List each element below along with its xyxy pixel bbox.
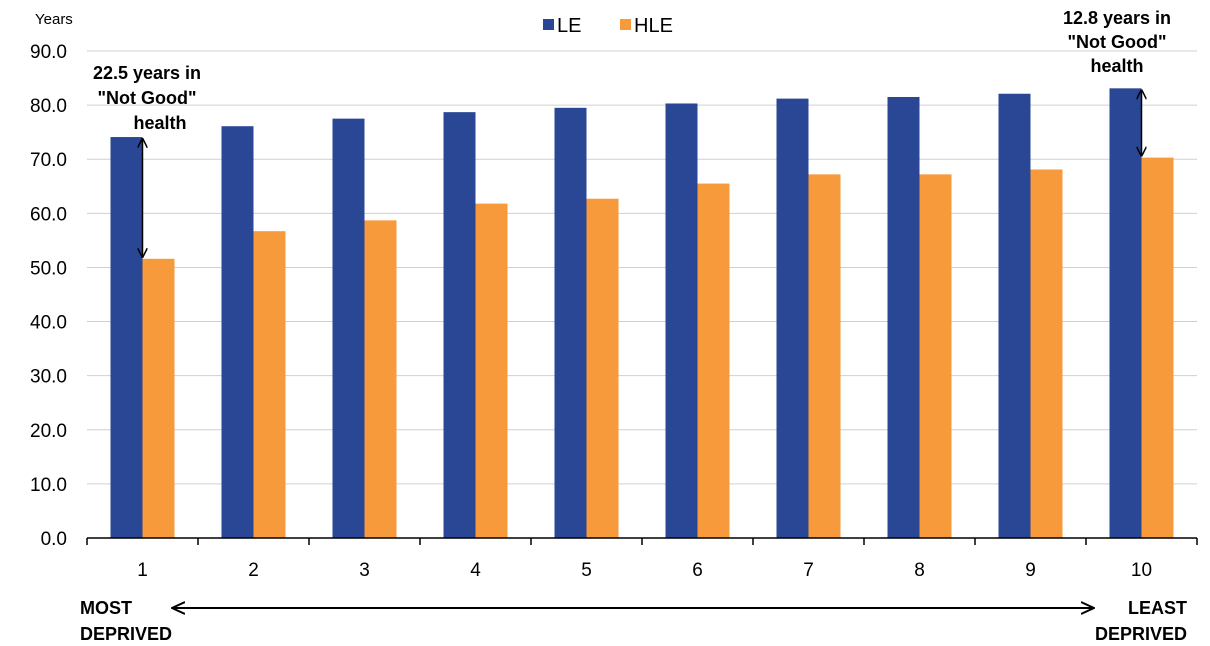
annotation-left-line-3: health [133,113,186,133]
y-tick-label: 0.0 [41,529,67,550]
bar-hle-6 [697,183,730,539]
y-tick-label: 30.0 [30,367,67,388]
y-axis-label: Years [35,11,73,28]
legend-label-le: LE [557,15,581,37]
annotation-right-line-1: 12.8 years in [1063,8,1171,28]
deprivation-scale: MOST DEPRIVED LEAST DEPRIVED [80,598,1187,644]
y-axis: 0.0 10.0 20.0 30.0 40.0 50.0 60.0 70.0 80.0 90.0 [30,42,67,550]
most-deprived-line-2: DEPRIVED [80,624,172,644]
least-deprived-line-1: LEAST [1128,598,1187,618]
annotation-right: 12.8 years in "Not Good" health [1063,8,1171,156]
bar-le-3 [332,118,365,538]
least-deprived-line-2: DEPRIVED [1095,624,1187,644]
x-tick-label: 1 [137,560,148,581]
bar-hle-7 [808,174,841,538]
x-tick-label: 6 [692,560,703,581]
legend-swatch-le [543,19,554,30]
x-tick-label: 3 [359,560,370,581]
bar-le-2 [221,126,254,538]
annotation-right-line-2: "Not Good" [1067,32,1166,52]
y-tick-label: 40.0 [30,313,67,334]
annotation-left-line-2: "Not Good" [97,88,196,108]
bar-le-6 [665,103,698,538]
legend: LE HLE [543,15,673,37]
bar-hle-1 [142,258,175,538]
bar-hle-10 [1141,157,1174,539]
bar-hle-4 [475,203,508,539]
annotation-left: 22.5 years in "Not Good" health [93,63,201,257]
y-tick-label: 80.0 [30,96,67,117]
bar-le-9 [998,93,1031,539]
y-tick-label: 90.0 [30,42,67,63]
y-tick-label: 70.0 [30,150,67,171]
y-tick-label: 60.0 [30,204,67,225]
bar-le-1 [110,137,143,538]
bar-hle-9 [1030,169,1063,538]
bar-le-5 [554,107,587,539]
bar-hle-8 [919,174,952,538]
bar-le-8 [887,96,920,538]
x-axis: 1 2 3 4 5 6 7 8 9 10 [86,537,1198,581]
y-tick-label: 50.0 [30,258,67,279]
bar-le-4 [443,112,476,538]
most-deprived-line-1: MOST [80,598,132,618]
bars [110,88,1174,539]
bar-hle-5 [586,198,619,538]
x-tick-label: 10 [1131,560,1152,581]
x-tick-label: 8 [914,560,925,581]
x-tick-label: 7 [803,560,814,581]
y-tick-label: 20.0 [30,421,67,442]
bar-hle-3 [364,220,397,538]
legend-label-hle: HLE [634,15,673,37]
x-tick-label: 9 [1025,560,1036,581]
bar-hle-2 [253,231,286,538]
annotation-right-line-3: health [1090,56,1143,76]
legend-swatch-hle [620,19,631,30]
bar-le-7 [776,98,809,539]
bar-le-10 [1109,88,1142,538]
x-tick-label: 5 [581,560,592,581]
annotation-left-line-1: 22.5 years in [93,63,201,83]
x-tick-label: 2 [248,560,259,581]
y-tick-label: 10.0 [30,475,67,496]
x-tick-label: 4 [470,560,481,581]
